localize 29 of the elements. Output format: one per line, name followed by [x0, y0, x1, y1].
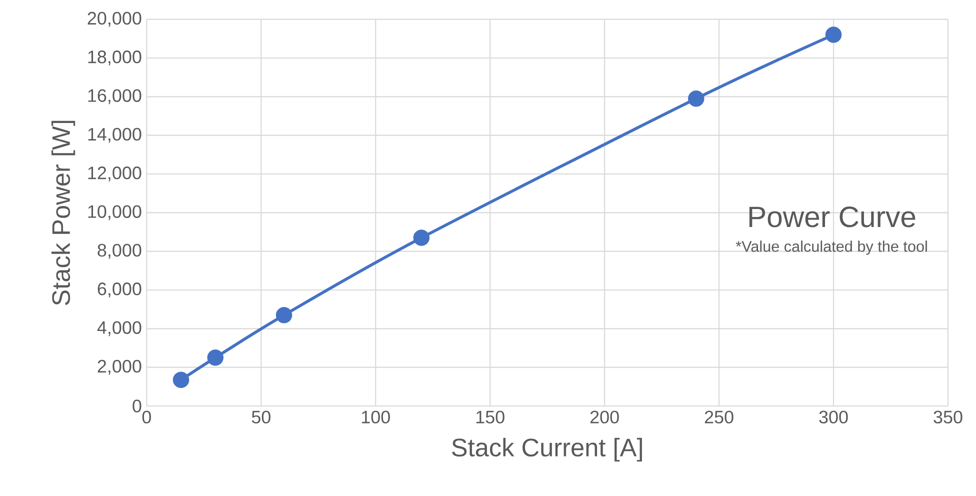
x-tick-label: 100: [362, 410, 390, 424]
y-tick-label: 16,000: [88, 89, 142, 104]
y-axis-title: Stack Power [W]: [51, 120, 76, 306]
text: Power Curve: [749, 206, 916, 228]
point: [276, 306, 292, 324]
y-tick-label: 20,000: [88, 12, 142, 27]
x-tick-label: 250: [704, 410, 734, 424]
x-tick-label: 0: [142, 410, 151, 424]
point: [825, 26, 842, 43]
y-tick-label: 0: [132, 400, 142, 412]
y-tick-label: 4,000: [97, 321, 142, 336]
point: [688, 90, 704, 107]
y-tick-label: 18,000: [88, 50, 142, 66]
y-tick-label: 8,000: [98, 244, 142, 259]
x-tick-label: 300: [819, 410, 848, 424]
y-tick-label: 14,000: [88, 128, 142, 143]
y-tick-label: 12,000: [88, 166, 142, 182]
point: [207, 350, 224, 366]
x-axis-title: Stack Current [A]: [452, 438, 642, 462]
point: [172, 372, 190, 388]
x-tick-label: 200: [590, 410, 619, 424]
x-tick-label: 350: [934, 410, 962, 424]
y-tick-label: 6,000: [98, 282, 142, 298]
y-tick-label: 2,000: [98, 360, 142, 375]
x-tick-label: 50: [252, 410, 270, 424]
y-tick-label: 10,000: [88, 205, 142, 220]
annotation: *Value calculated by the tool: [736, 240, 927, 255]
point: [413, 230, 430, 246]
x-tick-label: 150: [476, 410, 504, 424]
